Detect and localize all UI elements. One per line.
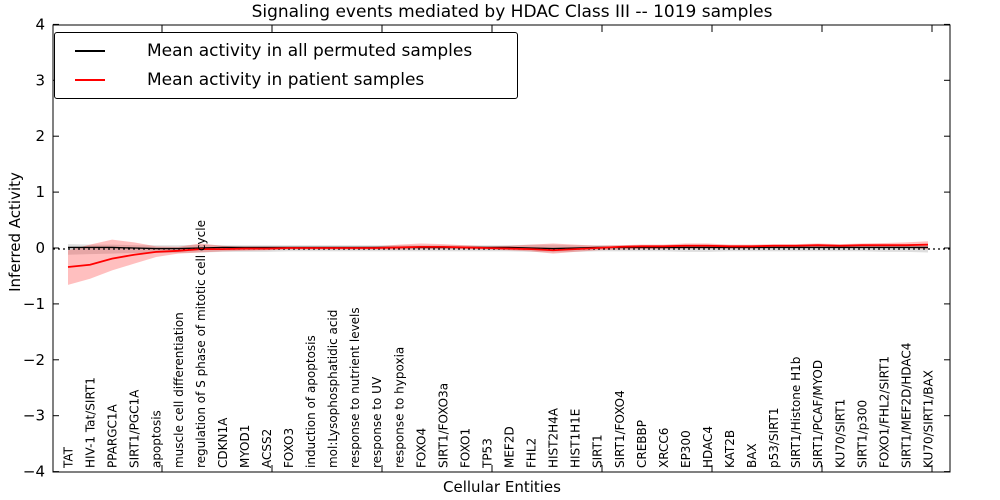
- x-category-label: CDKN1A: [216, 417, 230, 468]
- x-category-label: FOXO3: [282, 428, 296, 468]
- x-category-label: HIST1H1E: [569, 409, 583, 468]
- y-axis-label: Inferred Activity: [6, 172, 24, 292]
- x-category-label: regulation of S phase of mitotic cell cy…: [194, 220, 208, 468]
- x-category-label: HDAC4: [701, 426, 715, 468]
- x-category-label: ACSS2: [260, 429, 274, 468]
- x-category-label: SIRT1/Histone H1b: [789, 357, 803, 468]
- x-category-label: KU70/SIRT1/BAX: [922, 370, 936, 468]
- y-tick-label: −3: [23, 407, 45, 425]
- x-category-label: SIRT1/PGC1A: [128, 389, 142, 468]
- x-category-label: mol:Lysophosphatidic acid: [326, 310, 340, 468]
- x-category-label: SIRT1/p300: [855, 400, 869, 468]
- x-category-label: muscle cell differentiation: [172, 312, 186, 468]
- x-category-label: response to nutrient levels: [348, 307, 362, 468]
- x-category-label: apoptosis: [150, 410, 164, 468]
- x-category-label: response to hypoxia: [392, 347, 406, 468]
- x-category-label: FOXO4: [414, 428, 428, 468]
- legend-item-patient: Mean activity in patient samples: [55, 70, 517, 90]
- x-category-label: MEF2D: [503, 426, 517, 468]
- legend-label-permuted: Mean activity in all permuted samples: [147, 41, 473, 62]
- x-category-label: SIRT1: [591, 434, 605, 468]
- patient-line-sample: [75, 78, 105, 81]
- x-category-label: SIRT1/FOXO4: [613, 390, 627, 468]
- legend-item-permuted: Mean activity in all permuted samples: [55, 41, 517, 61]
- y-tick-label: 3: [35, 71, 45, 89]
- x-category-label: FHL2: [525, 438, 539, 468]
- legend-label-patient: Mean activity in patient samples: [147, 69, 425, 90]
- x-category-label: HIV-1 Tat/SIRT1: [84, 377, 98, 468]
- x-category-label: SIRT1/PCAF/MYOD: [811, 360, 825, 468]
- x-category-label: BAX: [745, 443, 759, 468]
- x-category-label: response to UV: [370, 376, 384, 468]
- y-tick-label: 0: [35, 239, 45, 257]
- y-tick-label: −4: [23, 463, 45, 481]
- x-category-label: p53/SIRT1: [767, 407, 781, 468]
- x-axis-label: Cellular Entities: [443, 478, 561, 496]
- y-tick-label: 1: [35, 183, 45, 201]
- x-category-label: HIST2H4A: [547, 407, 561, 468]
- x-category-label: TAT: [62, 446, 76, 469]
- x-category-label: KU70/SIRT1: [833, 399, 847, 468]
- x-category-label: MYOD1: [238, 425, 252, 468]
- x-category-label: KAT2B: [723, 430, 737, 468]
- y-tick-label: −1: [23, 295, 45, 313]
- y-tick-label: 2: [35, 127, 45, 145]
- x-category-label: TP53: [480, 438, 494, 469]
- x-category-label: FOXO1/FHL2/SIRT1: [877, 356, 891, 468]
- x-category-label: PPARGC1A: [106, 403, 120, 468]
- x-category-label: induction of apoptosis: [304, 335, 318, 468]
- x-category-label: SIRT1/FOXO3a: [436, 383, 450, 468]
- chart-title: Signaling events mediated by HDAC Class …: [251, 2, 773, 22]
- x-category-label: EP300: [679, 430, 693, 468]
- y-tick-label: −2: [23, 351, 45, 369]
- permuted-line-sample: [75, 50, 105, 53]
- x-category-label: FOXO1: [458, 428, 472, 468]
- legend: Mean activity in all permuted samples Me…: [54, 32, 518, 99]
- patient-mean-line: [67, 243, 929, 268]
- x-category-label: CREBBP: [635, 420, 649, 468]
- y-tick-label: 4: [35, 15, 45, 33]
- x-category-label: SIRT1/MEF2D/HDAC4: [899, 343, 913, 468]
- x-category-label: XRCC6: [657, 428, 671, 468]
